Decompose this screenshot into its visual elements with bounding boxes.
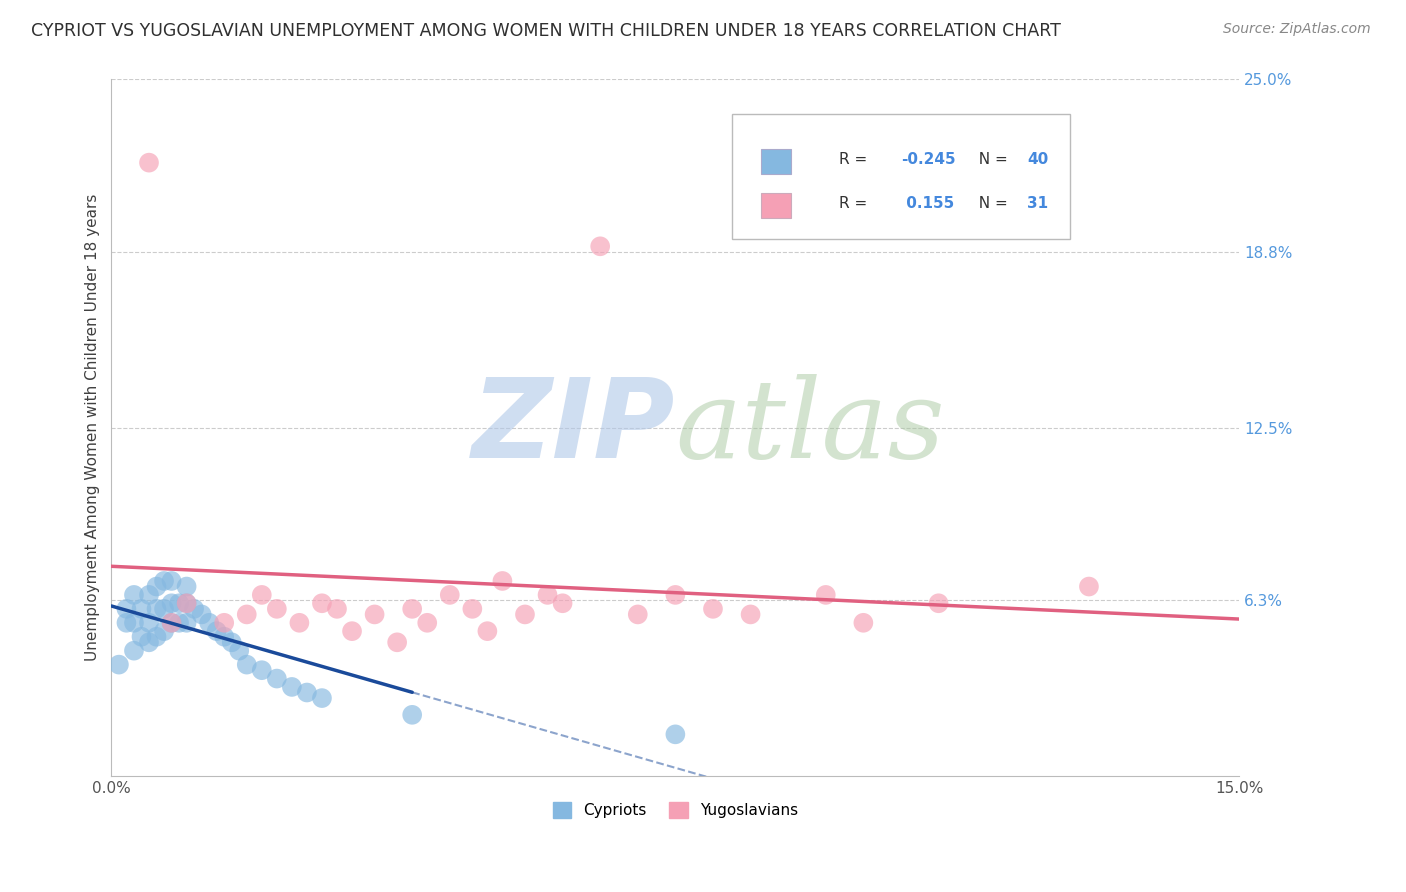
Point	[176, 580, 198, 594]
Text: 0.155: 0.155	[901, 195, 955, 211]
Point	[363, 607, 385, 622]
Text: R =: R =	[839, 152, 872, 167]
Point	[513, 607, 536, 622]
Point	[122, 643, 145, 657]
Text: atlas: atlas	[675, 374, 945, 482]
Point	[138, 588, 160, 602]
Point	[176, 596, 198, 610]
FancyBboxPatch shape	[761, 149, 792, 175]
Point	[145, 630, 167, 644]
FancyBboxPatch shape	[731, 114, 1070, 239]
Point	[153, 602, 176, 616]
Text: 31: 31	[1028, 195, 1049, 211]
Point	[122, 615, 145, 630]
Point	[461, 602, 484, 616]
Point	[627, 607, 650, 622]
Point	[266, 672, 288, 686]
Text: 40: 40	[1028, 152, 1049, 167]
Point	[122, 588, 145, 602]
Point	[295, 685, 318, 699]
Point	[664, 727, 686, 741]
Point	[250, 663, 273, 677]
Point	[131, 602, 153, 616]
Point	[340, 624, 363, 639]
Point	[589, 239, 612, 253]
Point	[167, 615, 190, 630]
Text: Source: ZipAtlas.com: Source: ZipAtlas.com	[1223, 22, 1371, 37]
Point	[401, 602, 423, 616]
Point	[131, 630, 153, 644]
Point	[167, 596, 190, 610]
Point	[477, 624, 499, 639]
Point	[190, 607, 212, 622]
Point	[138, 155, 160, 169]
Point	[183, 602, 205, 616]
Point	[416, 615, 439, 630]
Point	[198, 615, 221, 630]
Point	[401, 707, 423, 722]
Point	[439, 588, 461, 602]
Point	[1078, 580, 1101, 594]
Point	[385, 635, 408, 649]
Point	[212, 615, 235, 630]
Point	[814, 588, 837, 602]
Point	[176, 615, 198, 630]
Point	[160, 574, 183, 588]
Point	[311, 596, 333, 610]
Point	[115, 615, 138, 630]
Point	[115, 602, 138, 616]
Point	[266, 602, 288, 616]
Point	[536, 588, 558, 602]
Point	[160, 596, 183, 610]
Point	[326, 602, 349, 616]
Text: -0.245: -0.245	[901, 152, 956, 167]
Point	[250, 588, 273, 602]
Text: N =: N =	[969, 195, 1012, 211]
Point	[852, 615, 875, 630]
Point	[236, 657, 259, 672]
Point	[145, 580, 167, 594]
Text: CYPRIOT VS YUGOSLAVIAN UNEMPLOYMENT AMONG WOMEN WITH CHILDREN UNDER 18 YEARS COR: CYPRIOT VS YUGOSLAVIAN UNEMPLOYMENT AMON…	[31, 22, 1060, 40]
Point	[928, 596, 950, 610]
Point	[108, 657, 131, 672]
Point	[212, 630, 235, 644]
Point	[281, 680, 304, 694]
Point	[160, 615, 183, 630]
Point	[145, 602, 167, 616]
Text: ZIP: ZIP	[472, 374, 675, 481]
Point	[740, 607, 762, 622]
Point	[153, 624, 176, 639]
Point	[664, 588, 686, 602]
Legend: Cypriots, Yugoslavians: Cypriots, Yugoslavians	[547, 796, 804, 824]
FancyBboxPatch shape	[761, 194, 792, 219]
Point	[702, 602, 724, 616]
Point	[221, 635, 243, 649]
Point	[153, 574, 176, 588]
Point	[205, 624, 228, 639]
Point	[311, 691, 333, 706]
Point	[176, 596, 198, 610]
Point	[138, 635, 160, 649]
Text: R =: R =	[839, 195, 872, 211]
Point	[551, 596, 574, 610]
Point	[228, 643, 250, 657]
Y-axis label: Unemployment Among Women with Children Under 18 years: Unemployment Among Women with Children U…	[86, 194, 100, 661]
Point	[160, 615, 183, 630]
Point	[491, 574, 513, 588]
Point	[236, 607, 259, 622]
Point	[288, 615, 311, 630]
Text: N =: N =	[969, 152, 1012, 167]
Point	[138, 615, 160, 630]
